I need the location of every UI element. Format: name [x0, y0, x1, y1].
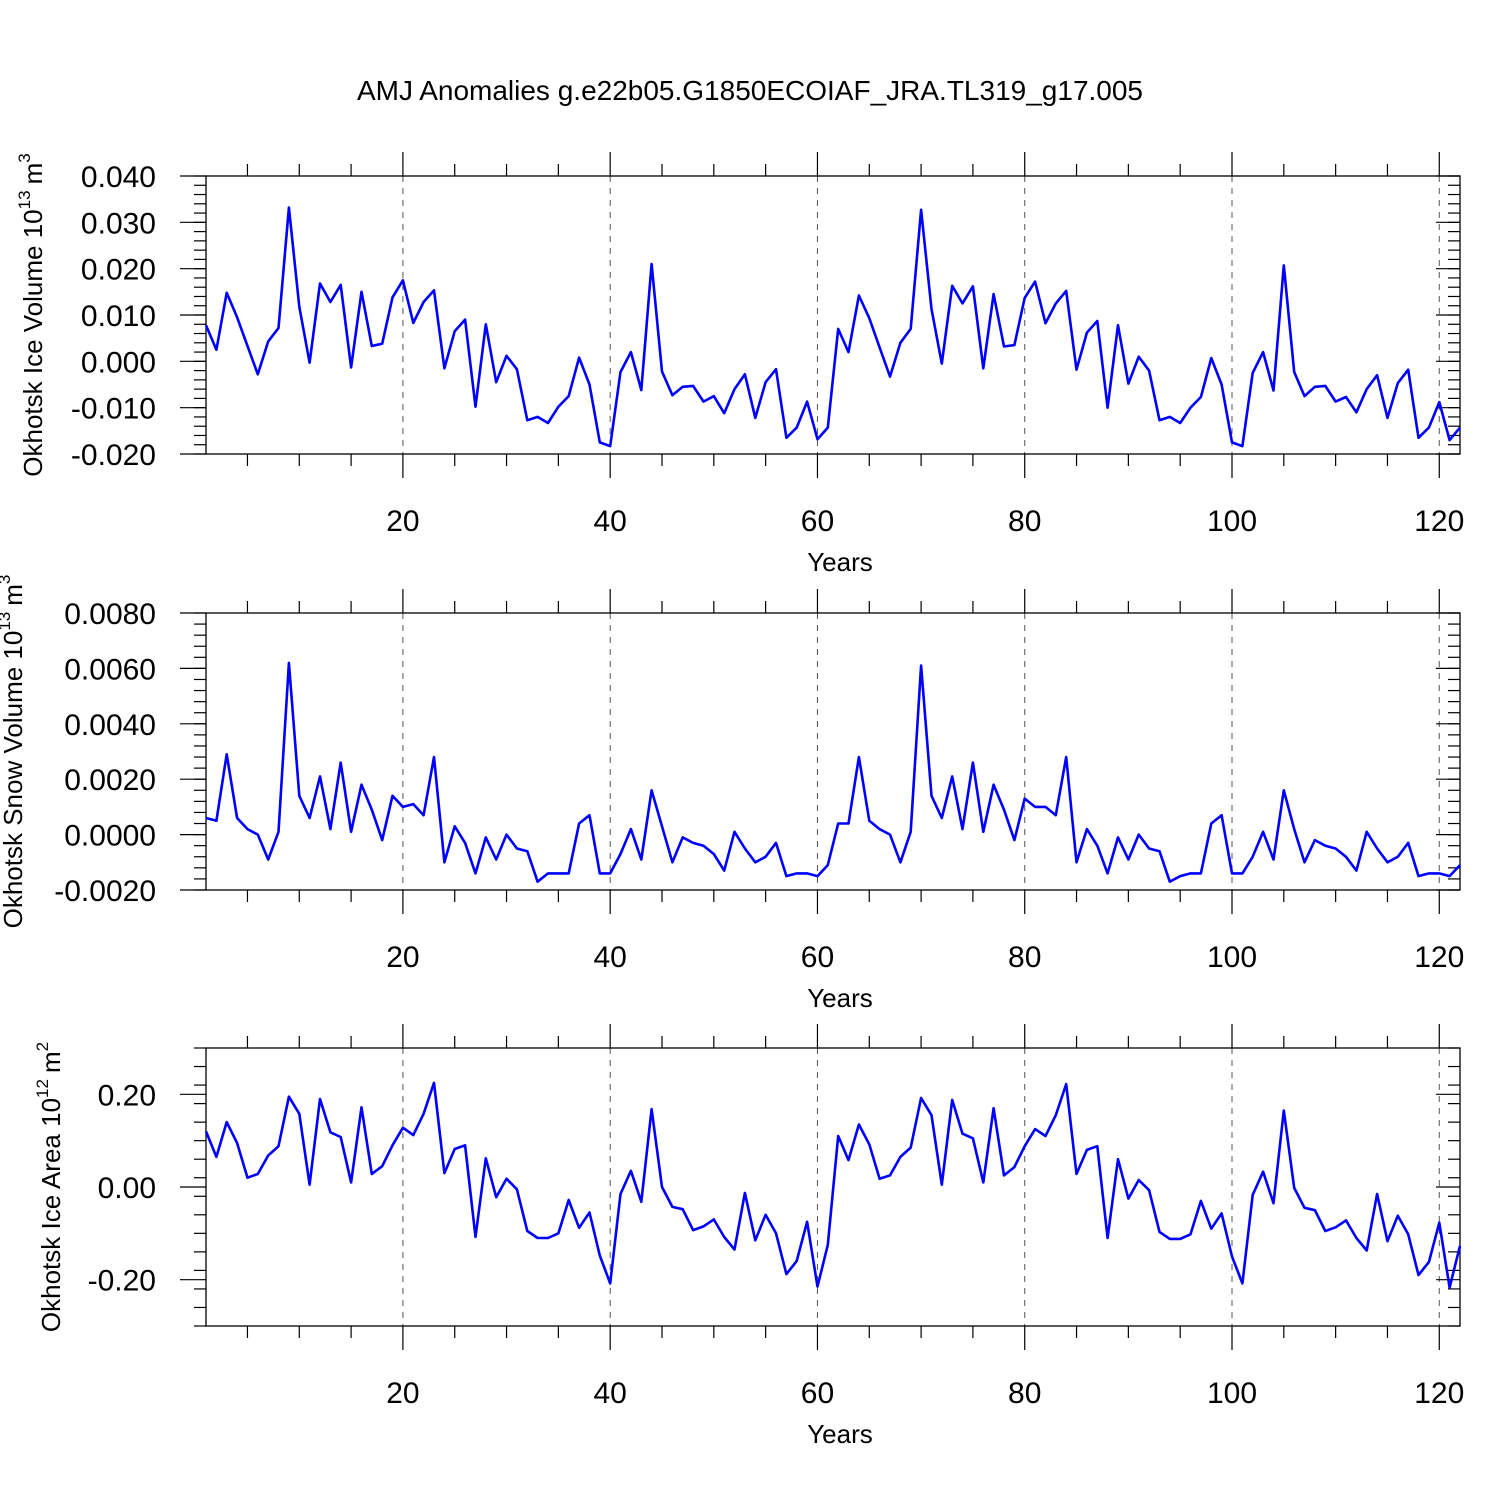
- snow-volume-xtick-label: 40: [593, 941, 626, 974]
- snow-volume-ytick-label: 0.0080: [64, 598, 156, 631]
- ice-volume-ytick-label: 0.020: [81, 254, 156, 287]
- ice-volume-ytick-label: 0.030: [81, 207, 156, 240]
- ice-volume-xtick-label: 60: [801, 505, 834, 538]
- ice-area-xtick-label: 60: [801, 1377, 834, 1410]
- snow-volume-xtick-label: 20: [386, 941, 419, 974]
- snow-volume-xtick-label: 100: [1207, 941, 1257, 974]
- snow-volume-ytick-label: 0.0020: [64, 764, 156, 797]
- ice-area-xtick-label: 40: [593, 1377, 626, 1410]
- ice-volume-series-line: [204, 206, 1461, 448]
- ice-volume-xtick-label: 120: [1414, 505, 1464, 538]
- ice-volume-ylabel-text: Okhotsk Ice Volume 10: [18, 209, 48, 476]
- snow-volume-ylabel-unit-exponent: 3: [0, 575, 14, 584]
- ice-volume-xtick-label: 40: [593, 505, 626, 538]
- ice-volume-ytick-label: -0.020: [71, 439, 156, 472]
- ice-area-ylabel-exponent: 12: [33, 1079, 52, 1098]
- ice-area-xtick-label: 80: [1008, 1377, 1041, 1410]
- snow-volume-xtick-label: 60: [801, 941, 834, 974]
- ice-area-xtick-label: 20: [386, 1377, 419, 1410]
- figure-title: AMJ Anomalies g.e22b05.G1850ECOIAF_JRA.T…: [357, 75, 1143, 106]
- snow-volume-series-line: [205, 661, 1461, 884]
- ice-area-ytick-label: 0.20: [98, 1079, 156, 1112]
- snow-volume-xaxis-label: Years: [807, 983, 873, 1013]
- ice-volume-ytick-label: -0.010: [71, 393, 156, 426]
- ice-volume-ylabel-unit: m: [18, 163, 48, 185]
- ice-volume-xtick-label: 20: [386, 505, 419, 538]
- snow-volume-ylabel-exponent: 13: [0, 612, 14, 631]
- ice-volume-ylabel-exponent: 13: [15, 190, 34, 209]
- snow-volume-xtick-label: 80: [1008, 941, 1041, 974]
- snow-volume-ytick-label: 0.0060: [64, 653, 156, 686]
- snow-volume-ylabel-unit: m: [0, 584, 28, 606]
- snow-volume-plot-frame: [205, 612, 1461, 891]
- ice-volume-ylabel-unit-exponent: 3: [15, 153, 34, 162]
- ice-area-xaxis-label: Years: [807, 1419, 873, 1449]
- snow-volume-xtick-label: 120: [1414, 941, 1464, 974]
- ice-area-xtick-label: 100: [1207, 1377, 1257, 1410]
- ice-volume-ytick-label: 0.000: [81, 346, 156, 379]
- ice-area-ylabel-unit-exponent: 2: [33, 1042, 52, 1051]
- ice-area-ytick-label: 0.00: [98, 1172, 156, 1205]
- ice-volume-xtick-label: 100: [1207, 505, 1257, 538]
- ice-area-series-line: [204, 1081, 1462, 1289]
- ice-volume-ytick-label: 0.040: [81, 161, 156, 194]
- ice-area-xtick-label: 120: [1414, 1377, 1464, 1410]
- ice-area-yaxis-label: Okhotsk Ice Area 1012 m2: [33, 1042, 66, 1332]
- snow-volume-ytick-label: -0.0020: [54, 875, 156, 908]
- ice-volume-yaxis-label: Okhotsk Ice Volume 1013 m3: [15, 153, 48, 476]
- ice-volume-xaxis-label: Years: [807, 547, 873, 577]
- ice-volume-xtick-label: 80: [1008, 505, 1041, 538]
- ice-area-ytick-label: -0.20: [88, 1265, 156, 1298]
- ice-area-ylabel-text: Okhotsk Ice Area 10: [36, 1098, 66, 1332]
- ice-area-ylabel-unit: m: [36, 1051, 66, 1073]
- snow-volume-ytick-label: 0.0000: [64, 820, 156, 853]
- ice-volume-ytick-label: 0.010: [81, 300, 156, 333]
- ice-volume-panel: 20 40 60 80 100 120 -0.020 -0.010 0.000 0.010 0.02…: [15, 152, 1464, 577]
- snow-volume-yaxis-label: Okhotsk Snow Volume 1013 m3: [0, 575, 28, 929]
- snow-volume-ylabel-text: Okhotsk Snow Volume 10: [0, 631, 28, 929]
- snow-volume-panel: 20 40 60 80 100 120 -0.0020 0.0000 0.0020 0.0040 0…: [0, 575, 1464, 1013]
- ice-volume-plot-frame: [205, 175, 1461, 455]
- snow-volume-ytick-label: 0.0040: [64, 709, 156, 742]
- ice-area-panel: 20 40 60 80 100 120 -0.20 0.00 0.20 Years Okhotsk …: [33, 1024, 1464, 1449]
